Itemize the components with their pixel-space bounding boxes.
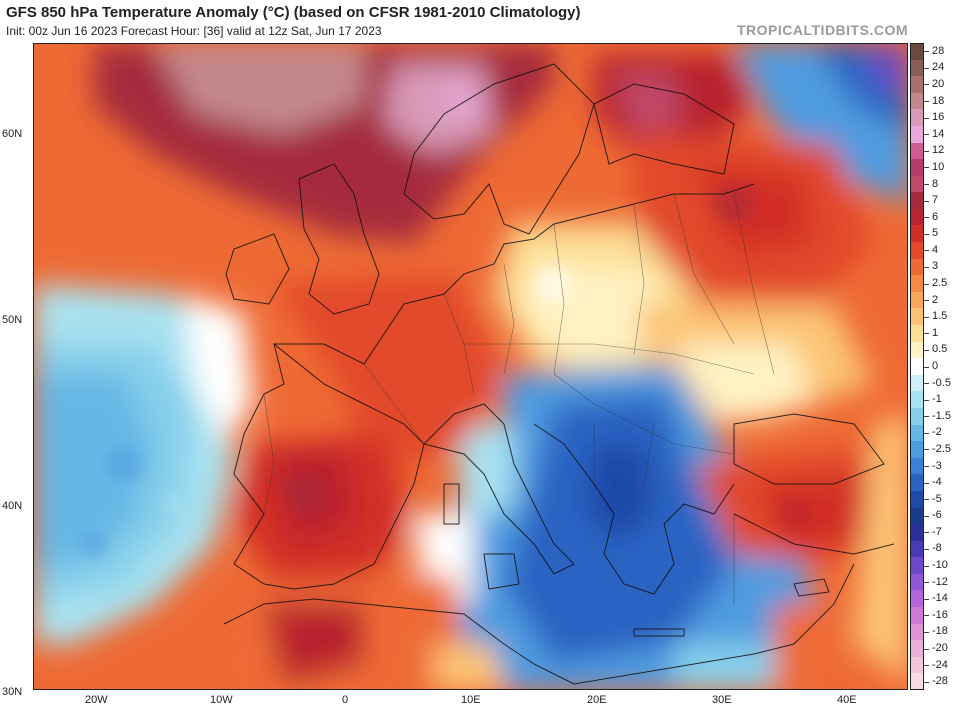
colorbar-label: 0: [932, 360, 939, 372]
colorbar-label: -10: [932, 559, 948, 572]
colorbar-tick: [924, 366, 929, 368]
colorbar-tick: [924, 615, 929, 617]
colorbar-label: -1: [932, 393, 942, 406]
colorbar-label: 1.5: [932, 310, 948, 323]
colorbar-tick: [924, 333, 929, 335]
colorbar-label: 2.5: [932, 277, 948, 290]
colorbar-tick: [924, 250, 929, 252]
colorbar-tick: [924, 349, 929, 351]
colorbar-tick: [924, 217, 929, 219]
colorbar-legend: 28 24 20 18 16 14 12 10 8 7 6 5 4 3 2.5 2 1.5 1 0.5 0 -0.5 -1…: [910, 43, 960, 691]
lon-label-10e: 10E: [461, 694, 481, 706]
lat-label-40n: 40N: [2, 500, 23, 512]
lon-label-20w: 20W: [85, 694, 108, 706]
colorbar-label: 14: [932, 127, 945, 140]
colorbar-label: -28: [932, 675, 948, 688]
country-borders: [263, 193, 775, 604]
anomaly-speckle: [80, 184, 810, 558]
colorbar-label: 3: [932, 260, 939, 273]
colorbar-label: -12: [932, 575, 948, 588]
lat-label-60n: 60N: [2, 128, 23, 140]
colorbar-tick: [924, 283, 929, 285]
colorbar-tick: [924, 300, 929, 302]
colorbar-label: -2.5: [932, 442, 951, 455]
colorbar-tick: [924, 466, 929, 468]
colorbar-label: -7: [932, 525, 942, 538]
anomaly-map: [33, 43, 908, 690]
lon-label-10w: 10W: [210, 694, 233, 706]
colorbar-tick: [924, 51, 929, 53]
colorbar-tick: [924, 631, 929, 633]
colorbar-label: 1: [932, 326, 939, 339]
colorbar-tick: [924, 84, 929, 86]
colorbar-label: 8: [932, 177, 939, 190]
colorbar-tick: [924, 416, 929, 418]
map-subtitle: Init: 00z Jun 16 2023 Forecast Hour: [36…: [6, 24, 382, 38]
colorbar-label: 5: [932, 227, 939, 240]
colorbar-label: -16: [932, 608, 948, 621]
colorbar-label: -18: [932, 625, 948, 638]
colorbar-tick: [924, 515, 929, 517]
colorbar-label: -14: [932, 592, 948, 605]
colorbar-tick: [924, 665, 929, 667]
colorbar-tick: [924, 565, 929, 567]
colorbar-tick: [924, 233, 929, 235]
colorbar-tick: [924, 532, 929, 534]
colorbar-tick: [924, 184, 929, 185]
colorbar-tick: [924, 167, 929, 169]
colorbar-tick: [924, 648, 929, 650]
colorbar-label: 2: [932, 293, 939, 306]
colorbar-label: -5: [932, 492, 942, 505]
lon-label-0: 0: [342, 694, 349, 706]
colorbar-tick: [924, 266, 929, 268]
colorbar-tick: [924, 499, 929, 501]
colorbar-label: 18: [932, 94, 945, 107]
colorbar-tick: [924, 449, 929, 451]
colorbar-label: 6: [932, 210, 939, 223]
colorbar-label: -3: [932, 459, 942, 472]
colorbar-label: 28: [932, 44, 945, 57]
lat-label-50n: 50N: [2, 314, 23, 326]
colorbar-label: -1.5: [932, 409, 951, 422]
colorbar-tick: [924, 316, 929, 318]
colorbar-label: 4: [932, 243, 939, 256]
colorbar-tick: [924, 383, 929, 385]
colorbar-label: 10: [932, 160, 945, 173]
lon-label-30e: 30E: [712, 694, 732, 706]
colorbar-tick: [924, 150, 929, 152]
colorbar-tick: [924, 548, 929, 550]
colorbar-label: -24: [932, 658, 948, 671]
colorbar-tick: [924, 67, 929, 69]
watermark: TROPICALTIDBITS.COM: [736, 22, 908, 38]
colorbar-label: 16: [932, 111, 945, 124]
colorbar-tick: [924, 117, 929, 119]
colorbar-label: 20: [932, 77, 945, 90]
colorbar-label: 12: [932, 144, 945, 157]
coastlines: [223, 63, 895, 685]
colorbar-label: -20: [932, 642, 948, 655]
colorbar-label: -2: [932, 426, 942, 439]
lat-label-30n: 30N: [2, 686, 23, 698]
colorbar-label: 0.5: [932, 343, 948, 356]
colorbar-tick: [924, 101, 929, 103]
colorbar-tick: [924, 598, 929, 600]
colorbar-tick: [924, 432, 929, 434]
colorbar-tick: [924, 399, 929, 401]
lon-label-40e: 40E: [837, 694, 857, 706]
colorbar-tick: [924, 134, 929, 136]
colorbar-tick: [924, 681, 929, 683]
map-title: GFS 850 hPa Temperature Anomaly (°C) (ba…: [6, 4, 581, 21]
colorbar-tick: [924, 482, 929, 484]
colorbar-tick: [924, 582, 929, 584]
colorbar-label: 24: [932, 61, 945, 74]
anomaly-field: [34, 44, 907, 689]
colorbar-label: 7: [932, 194, 939, 207]
colorbar-tick: [924, 200, 929, 202]
colorbar-label: -0.5: [932, 376, 951, 389]
colorbar-label: -4: [932, 476, 942, 489]
lon-label-20e: 20E: [587, 694, 607, 706]
colorbar-label: -8: [932, 542, 942, 555]
colorbar-border: [910, 43, 924, 690]
colorbar-label: -6: [932, 509, 942, 522]
